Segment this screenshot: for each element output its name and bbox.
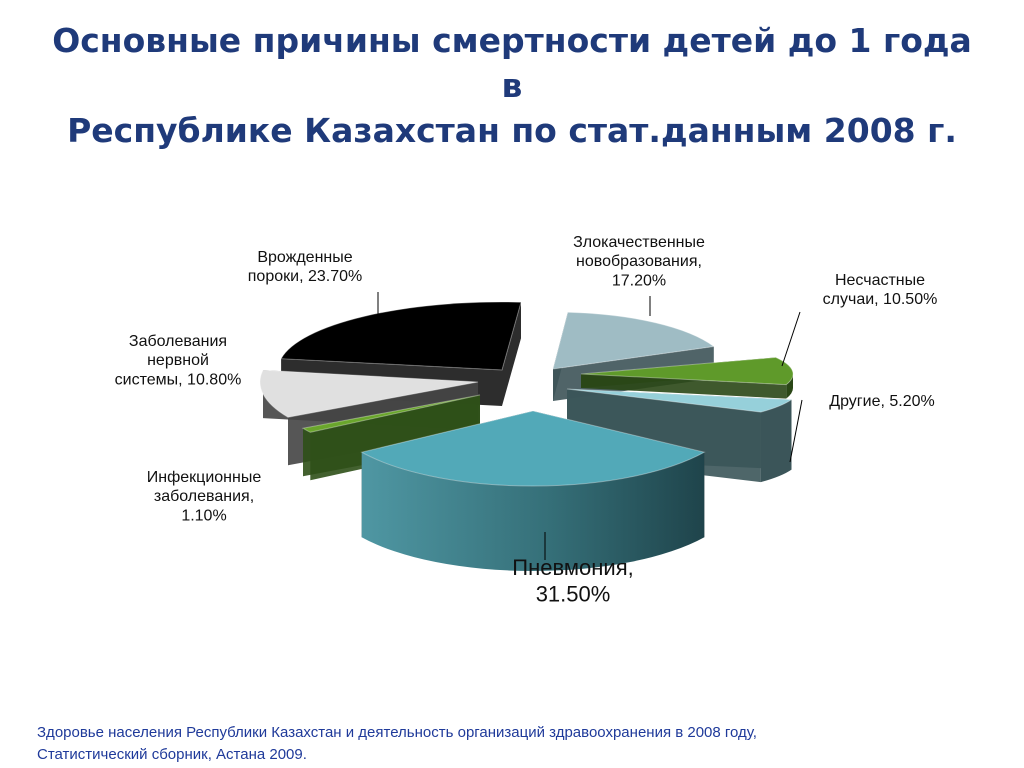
source-citation: Здоровье населения Республики Казахстан … xyxy=(37,722,937,766)
data-label-cancer: Злокачественные новобразования, 17.20% xyxy=(573,234,705,289)
pie-slice-accidents xyxy=(580,356,794,399)
pie-slice-infections xyxy=(301,394,481,481)
leader-line-other xyxy=(789,399,803,463)
data-label-nervous: Заболевания нервной системы, 10.80% xyxy=(115,333,242,388)
data-label-accidents: Несчастные случаи, 10.50% xyxy=(823,272,938,308)
source-line-2: Статистический сборник, Астана 2009. xyxy=(37,746,307,763)
title-line-1: Основные причины смертности детей до 1 г… xyxy=(52,21,972,105)
title-line-2: Республике Казахстан по стат.данным 2008… xyxy=(67,111,957,150)
pie-slice-pneumonia xyxy=(360,410,706,572)
leader-line-accidents xyxy=(781,311,801,367)
slide-title: Основные причины смертности детей до 1 г… xyxy=(40,18,984,153)
data-label-other: Другие, 5.20% xyxy=(829,393,934,410)
data-label-infections: Инфекционные заболевания, 1.10% xyxy=(147,469,262,524)
data-label-pneumonia: Пневмония, 31.50% xyxy=(512,555,633,606)
data-label-congenital: Врожденные пороки, 23.70% xyxy=(248,249,362,285)
source-line-1: Здоровье населения Республики Казахстан … xyxy=(37,724,757,741)
